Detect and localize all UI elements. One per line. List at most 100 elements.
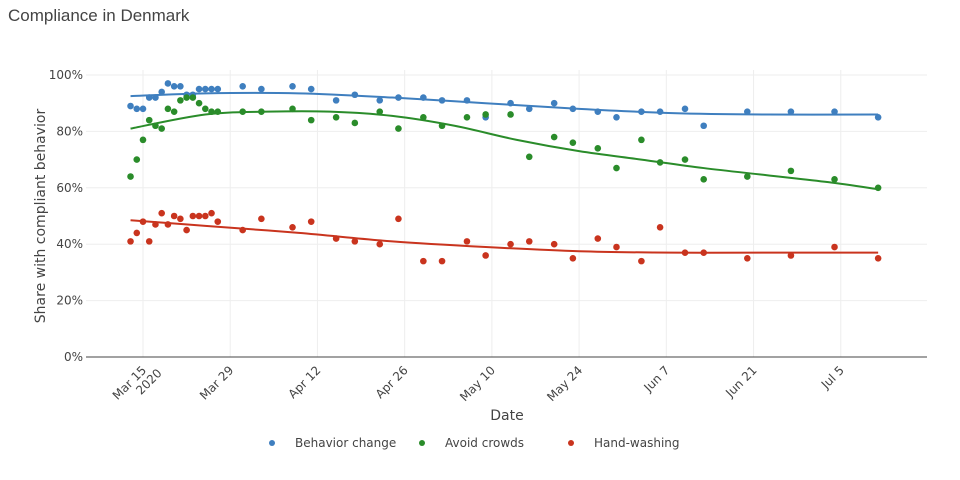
point-avoid-crowds[interactable]	[133, 156, 141, 163]
point-hand-washing[interactable]	[189, 212, 197, 220]
point-avoid-crowds[interactable]	[874, 184, 882, 192]
point-avoid-crowds[interactable]	[831, 176, 838, 183]
point-avoid-crowds[interactable]	[289, 105, 296, 113]
point-avoid-crowds[interactable]	[332, 114, 340, 121]
point-avoid-crowds[interactable]	[550, 133, 558, 141]
point-behavior-change[interactable]	[525, 105, 533, 113]
point-hand-washing[interactable]	[239, 226, 246, 234]
point-hand-washing[interactable]	[145, 238, 153, 245]
point-avoid-crowds[interactable]	[438, 122, 446, 130]
point-behavior-change[interactable]	[681, 105, 689, 113]
point-avoid-crowds[interactable]	[463, 114, 471, 121]
point-avoid-crowds[interactable]	[158, 125, 165, 132]
point-behavior-change[interactable]	[208, 85, 215, 93]
legend-item-avoid-crowds[interactable]: Avoid crowds	[419, 436, 524, 450]
point-avoid-crowds[interactable]	[656, 159, 664, 166]
point-behavior-change[interactable]	[638, 108, 645, 115]
legend-item-behavior-change[interactable]: Behavior change	[269, 436, 396, 450]
point-hand-washing[interactable]	[395, 215, 402, 223]
point-hand-washing[interactable]	[438, 257, 446, 265]
point-avoid-crowds[interactable]	[395, 125, 402, 132]
point-avoid-crowds[interactable]	[638, 136, 645, 144]
point-behavior-change[interactable]	[195, 85, 203, 93]
point-behavior-change[interactable]	[127, 102, 134, 110]
point-behavior-change[interactable]	[831, 108, 838, 115]
point-avoid-crowds[interactable]	[744, 173, 751, 180]
point-behavior-change[interactable]	[463, 97, 471, 104]
point-hand-washing[interactable]	[550, 240, 558, 248]
point-avoid-crowds[interactable]	[787, 167, 795, 175]
point-hand-washing[interactable]	[507, 240, 514, 248]
point-behavior-change[interactable]	[744, 108, 751, 115]
point-avoid-crowds[interactable]	[258, 108, 265, 115]
point-behavior-change[interactable]	[177, 82, 184, 90]
point-behavior-change[interactable]	[874, 114, 882, 121]
point-hand-washing[interactable]	[152, 221, 159, 228]
point-hand-washing[interactable]	[170, 212, 178, 220]
point-behavior-change[interactable]	[700, 122, 707, 130]
point-avoid-crowds[interactable]	[507, 111, 514, 118]
point-hand-washing[interactable]	[831, 243, 838, 251]
point-avoid-crowds[interactable]	[594, 145, 602, 152]
point-behavior-change[interactable]	[420, 94, 427, 101]
point-hand-washing[interactable]	[787, 252, 795, 259]
point-hand-washing[interactable]	[656, 223, 664, 231]
point-hand-washing[interactable]	[177, 215, 184, 223]
point-behavior-change[interactable]	[214, 85, 222, 93]
point-avoid-crowds[interactable]	[376, 108, 384, 115]
point-avoid-crowds[interactable]	[183, 94, 190, 101]
point-hand-washing[interactable]	[744, 254, 751, 262]
point-behavior-change[interactable]	[656, 108, 664, 115]
point-avoid-crowds[interactable]	[700, 176, 707, 183]
point-avoid-crowds[interactable]	[202, 105, 209, 113]
point-behavior-change[interactable]	[133, 105, 141, 113]
point-hand-washing[interactable]	[569, 254, 577, 262]
point-hand-washing[interactable]	[463, 238, 471, 245]
point-hand-washing[interactable]	[681, 249, 689, 256]
point-avoid-crowds[interactable]	[127, 173, 134, 180]
point-behavior-change[interactable]	[145, 94, 153, 101]
point-hand-washing[interactable]	[214, 218, 222, 225]
point-avoid-crowds[interactable]	[214, 108, 222, 115]
point-avoid-crowds[interactable]	[170, 108, 178, 115]
point-behavior-change[interactable]	[376, 97, 384, 104]
point-hand-washing[interactable]	[183, 226, 190, 234]
point-hand-washing[interactable]	[332, 235, 340, 242]
point-hand-washing[interactable]	[158, 209, 165, 217]
point-behavior-change[interactable]	[158, 88, 165, 96]
point-avoid-crowds[interactable]	[177, 97, 184, 104]
point-avoid-crowds[interactable]	[482, 111, 489, 118]
point-behavior-change[interactable]	[613, 114, 620, 121]
point-hand-washing[interactable]	[208, 209, 215, 217]
point-hand-washing[interactable]	[307, 218, 315, 225]
point-avoid-crowds[interactable]	[139, 136, 147, 144]
point-behavior-change[interactable]	[507, 99, 514, 107]
point-behavior-change[interactable]	[258, 85, 265, 93]
point-behavior-change[interactable]	[307, 85, 315, 93]
point-behavior-change[interactable]	[332, 97, 340, 104]
point-avoid-crowds[interactable]	[613, 164, 620, 172]
point-hand-washing[interactable]	[700, 249, 707, 256]
point-hand-washing[interactable]	[164, 221, 172, 228]
point-avoid-crowds[interactable]	[189, 94, 197, 101]
point-hand-washing[interactable]	[638, 257, 645, 265]
point-hand-washing[interactable]	[195, 212, 203, 220]
point-behavior-change[interactable]	[170, 82, 178, 90]
point-hand-washing[interactable]	[127, 238, 134, 245]
point-avoid-crowds[interactable]	[152, 122, 159, 130]
point-avoid-crowds[interactable]	[525, 153, 533, 161]
point-avoid-crowds[interactable]	[195, 99, 203, 107]
point-behavior-change[interactable]	[202, 85, 209, 93]
point-hand-washing[interactable]	[289, 223, 296, 231]
point-avoid-crowds[interactable]	[569, 139, 577, 146]
point-hand-washing[interactable]	[525, 238, 533, 245]
point-avoid-crowds[interactable]	[239, 108, 246, 115]
point-hand-washing[interactable]	[874, 254, 882, 262]
point-behavior-change[interactable]	[569, 105, 577, 113]
point-behavior-change[interactable]	[351, 91, 359, 99]
point-hand-washing[interactable]	[376, 240, 384, 248]
point-hand-washing[interactable]	[420, 257, 427, 265]
point-behavior-change[interactable]	[139, 105, 147, 113]
point-hand-washing[interactable]	[594, 235, 602, 242]
point-behavior-change[interactable]	[152, 94, 159, 101]
